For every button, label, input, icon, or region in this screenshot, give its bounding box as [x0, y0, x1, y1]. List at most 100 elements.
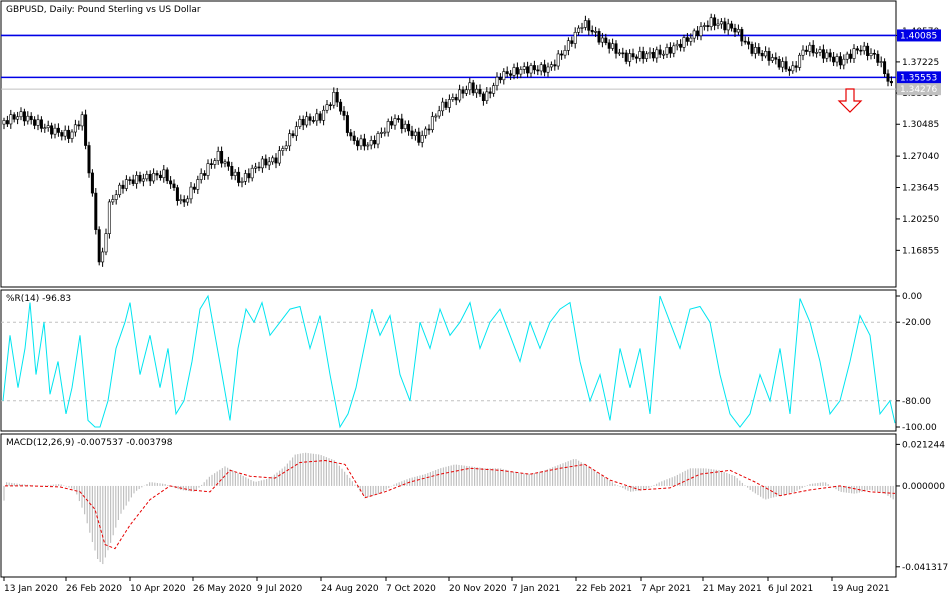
candle	[274, 153, 278, 169]
candle	[498, 73, 502, 84]
candle	[760, 50, 764, 62]
candle	[774, 52, 778, 65]
candle	[288, 129, 292, 151]
candle	[604, 33, 608, 46]
candle	[889, 76, 893, 87]
candle	[131, 174, 135, 187]
candle	[220, 146, 224, 168]
candle	[179, 194, 183, 205]
candle	[808, 42, 812, 57]
wpr-tick-label: 0.00	[902, 292, 922, 302]
price-tick-label: 1.30485	[902, 120, 939, 130]
candle	[811, 40, 815, 57]
candle	[672, 42, 676, 58]
candle	[747, 37, 751, 50]
candle	[311, 116, 315, 124]
candle	[781, 57, 785, 73]
candle	[260, 156, 264, 173]
candle	[529, 62, 533, 78]
candle	[386, 118, 390, 137]
candle	[818, 46, 822, 57]
candle	[203, 170, 207, 180]
candle	[250, 164, 254, 182]
candle	[87, 141, 91, 178]
candle	[488, 87, 492, 99]
candle	[461, 86, 465, 99]
price-chart-title: GBPUSD, Daily: Pound Sterling vs US Doll…	[6, 5, 201, 15]
candle	[444, 98, 448, 110]
candle	[417, 127, 421, 146]
candle	[495, 72, 499, 91]
candle	[600, 32, 604, 48]
candle	[124, 175, 128, 192]
candle	[226, 156, 230, 171]
candle	[447, 94, 451, 113]
candle	[36, 114, 40, 131]
candle	[390, 116, 394, 130]
candle	[876, 50, 880, 66]
candle	[750, 41, 754, 57]
candle	[832, 51, 836, 67]
candle	[366, 142, 370, 151]
price-label: 1.35553	[897, 71, 941, 84]
price-label: 1.40085	[897, 29, 941, 42]
x-tick-label: 6 Jul 2021	[768, 584, 813, 594]
candle	[46, 120, 50, 132]
candle	[308, 113, 312, 126]
candle	[322, 105, 326, 126]
candle	[590, 25, 594, 35]
candle	[33, 116, 37, 130]
candle	[50, 122, 54, 139]
candle	[277, 146, 281, 166]
candle	[787, 66, 791, 76]
candle	[400, 113, 404, 134]
svg-text:1.34276: 1.34276	[900, 85, 937, 95]
candle	[553, 59, 557, 71]
x-tick-label: 24 Aug 2020	[321, 584, 379, 594]
candle	[305, 111, 309, 128]
candle	[641, 46, 645, 64]
candle	[94, 188, 98, 235]
candle	[777, 56, 781, 70]
candle	[505, 66, 509, 78]
candle	[199, 168, 203, 184]
candle	[328, 102, 332, 111]
candle	[502, 68, 506, 85]
candle	[682, 34, 686, 52]
candle	[264, 154, 268, 169]
candle	[828, 48, 832, 62]
candle	[855, 45, 859, 55]
candle	[733, 23, 737, 37]
candle	[719, 18, 723, 29]
candle	[706, 20, 710, 32]
wpr-layer: 0.00 -20.00 -80.00 -100.00	[1, 292, 937, 433]
candle	[679, 39, 683, 52]
candle	[475, 84, 479, 98]
candle	[859, 45, 863, 56]
wpr-tick-label: -100.00	[902, 423, 937, 433]
candle	[648, 47, 652, 59]
candle	[651, 47, 655, 62]
candle	[478, 84, 482, 97]
candle	[835, 53, 839, 67]
candle	[233, 169, 237, 181]
candle	[135, 171, 139, 189]
candle	[29, 112, 33, 125]
candle	[80, 111, 84, 131]
candle	[743, 36, 747, 45]
macd-signal-line	[5, 459, 896, 550]
candle	[175, 184, 179, 206]
candle	[536, 65, 540, 76]
price-tick-label: 1.27040	[902, 152, 939, 162]
candle	[539, 62, 543, 76]
candle	[291, 130, 295, 139]
candle	[519, 66, 523, 79]
candle	[872, 49, 876, 59]
candle	[801, 45, 805, 61]
candle	[624, 49, 628, 65]
candle	[852, 44, 856, 63]
candle	[379, 127, 383, 138]
candle	[526, 61, 530, 78]
candle	[441, 97, 445, 116]
